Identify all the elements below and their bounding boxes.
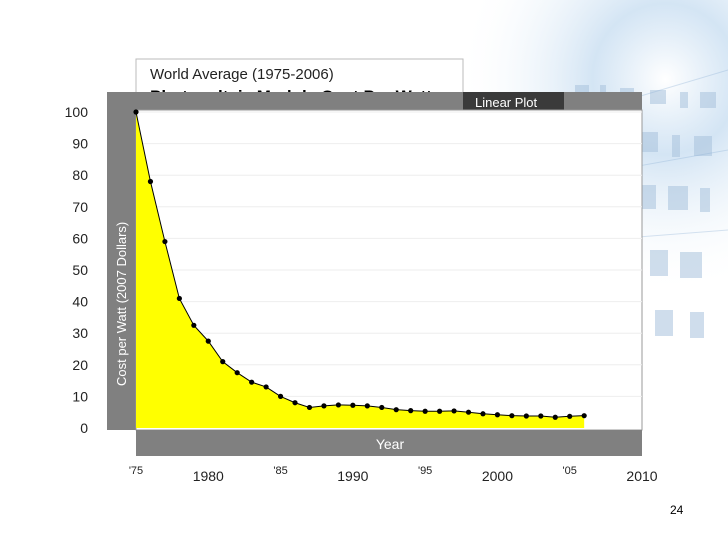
y-tick-labels: 0 10 20 30 40 50 60 70 80 90 100 (65, 104, 89, 436)
ylabel-band (107, 92, 136, 430)
data-point (306, 404, 313, 411)
y-tick-label: 10 (72, 388, 88, 404)
data-point (509, 413, 515, 419)
data-point (220, 359, 226, 365)
data-point (364, 403, 370, 409)
data-point (408, 408, 414, 414)
data-point (133, 109, 139, 115)
data-point (147, 178, 154, 185)
data-point (205, 338, 211, 344)
y-tick-label: 40 (72, 294, 88, 310)
data-point (379, 404, 385, 411)
data-point (277, 393, 284, 399)
y-tick-label: 20 (72, 357, 88, 373)
data-point (567, 413, 573, 419)
data-point (350, 402, 356, 408)
y-tick-label: 100 (65, 104, 89, 120)
data-point (451, 408, 457, 414)
plot-tag: Linear Plot (475, 95, 538, 110)
y-tick-label: 50 (72, 262, 88, 278)
series-area (133, 109, 587, 428)
data-point (393, 407, 399, 413)
data-point (494, 412, 501, 418)
data-point (437, 408, 443, 414)
y-tick-label: 0 (80, 420, 88, 436)
x-major-tick-label: 2010 (626, 468, 657, 484)
data-point (263, 384, 269, 390)
x-major-tick-label: 1990 (337, 468, 368, 484)
data-point (335, 402, 341, 408)
data-point (234, 370, 240, 376)
data-point (162, 238, 168, 245)
x-tick-labels: 1980 1990 2000 2010 '75 '85 '95 '05 (129, 465, 658, 484)
data-point (480, 411, 486, 417)
data-point (552, 414, 558, 420)
y-tick-label: 60 (72, 230, 88, 246)
y-tick-label: 90 (72, 136, 88, 152)
y-tick-label: 30 (72, 325, 88, 341)
data-point (176, 295, 182, 302)
x-minor-tick-label: '95 (418, 465, 432, 477)
x-minor-tick-label: '85 (273, 465, 287, 477)
y-tick-label: 70 (72, 199, 88, 215)
x-minor-tick-label: '75 (129, 465, 143, 477)
x-minor-tick-label: '05 (563, 465, 577, 477)
data-point (422, 408, 428, 414)
data-point (538, 413, 544, 419)
data-point (292, 400, 298, 406)
x-axis-label: Year (376, 436, 405, 452)
data-point (581, 413, 587, 419)
data-point (191, 322, 197, 328)
series-fill (136, 112, 585, 428)
top-band (136, 92, 642, 110)
data-point (465, 409, 472, 415)
page-number: 24 (670, 503, 684, 517)
xlabel-band (136, 430, 642, 456)
data-point (321, 403, 327, 409)
data-point (523, 413, 529, 419)
y-tick-label: 80 (72, 167, 88, 183)
x-major-tick-label: 2000 (482, 468, 513, 484)
data-point (249, 379, 255, 385)
chart-supertitle: World Average (1975-2006) (150, 66, 334, 83)
plot-tag-box (463, 92, 564, 114)
y-axis-label: Cost per Watt (2007 Dollars) (114, 222, 129, 386)
x-major-tick-label: 1980 (193, 468, 224, 484)
